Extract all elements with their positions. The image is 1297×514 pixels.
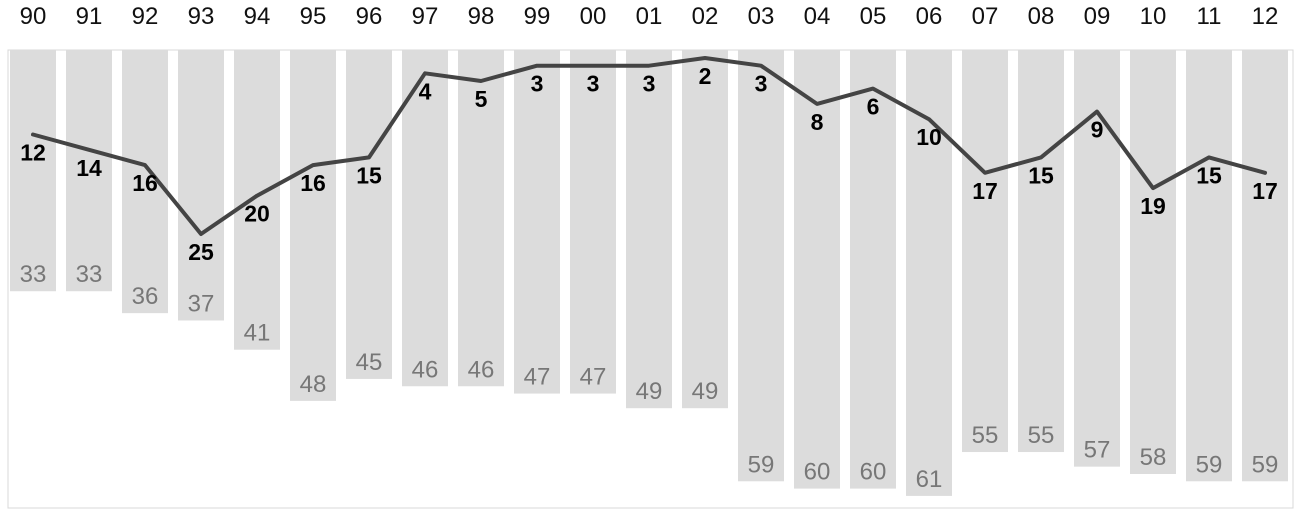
category-label: 03: [748, 3, 775, 30]
line-value-label: 16: [132, 170, 158, 196]
line-value-label: 20: [244, 201, 270, 227]
category-label: 06: [916, 3, 943, 30]
bar-11: [1186, 50, 1232, 482]
bar-value-label: 61: [916, 466, 943, 493]
category-label: 01: [636, 3, 663, 30]
bar-97: [402, 50, 448, 387]
category-label: 12: [1252, 3, 1279, 30]
bar-01: [626, 50, 672, 409]
category-label: 98: [468, 3, 495, 30]
bar-12: [1242, 50, 1288, 482]
line-value-label: 3: [755, 71, 768, 97]
bar-93: [178, 50, 224, 321]
bar-96: [346, 50, 392, 379]
line-value-label: 15: [356, 162, 382, 188]
bar-06: [906, 50, 952, 496]
bar-value-label: 55: [1028, 422, 1055, 449]
bar-value-label: 37: [188, 290, 215, 317]
category-label: 00: [580, 3, 607, 30]
bar-08: [1018, 50, 1064, 453]
bar-value-label: 41: [244, 320, 271, 347]
labels-layer: 3390339136923793419448954596469746984799…: [20, 3, 1279, 493]
line-value-label: 9: [1091, 117, 1104, 143]
bars-layer: [10, 50, 1288, 496]
line-value-label: 10: [916, 124, 942, 150]
category-label: 09: [1084, 3, 1111, 30]
bar-value-label: 49: [636, 378, 663, 405]
line-value-label: 3: [643, 71, 656, 97]
bar-value-label: 45: [356, 349, 383, 376]
bar-value-label: 55: [972, 422, 999, 449]
category-label: 97: [412, 3, 439, 30]
category-label: 11: [1197, 3, 1222, 30]
category-label: 92: [132, 3, 159, 30]
bar-00: [570, 50, 616, 394]
line-value-label: 5: [475, 86, 488, 112]
category-label: 05: [860, 3, 887, 30]
bar-07: [962, 50, 1008, 453]
bar-94: [234, 50, 280, 350]
bar-09: [1074, 50, 1120, 467]
bar-91: [66, 50, 112, 292]
bar-03: [738, 50, 784, 482]
line-value-label: 17: [972, 178, 998, 204]
bar-value-label: 49: [692, 378, 719, 405]
bar-10: [1130, 50, 1176, 474]
bar-value-label: 48: [300, 371, 327, 398]
line-value-label: 4: [419, 78, 432, 104]
category-label: 94: [244, 3, 271, 30]
bar-value-label: 33: [76, 261, 103, 288]
category-label: 99: [524, 3, 551, 30]
category-label: 93: [188, 3, 215, 30]
bar-99: [514, 50, 560, 394]
line-value-label: 15: [1028, 162, 1054, 188]
bar-value-label: 60: [804, 459, 831, 486]
category-label: 02: [692, 3, 719, 30]
bar-value-label: 60: [860, 459, 887, 486]
bar-value-label: 57: [1084, 437, 1111, 464]
bar-04: [794, 50, 840, 489]
line-value-label: 2: [699, 63, 712, 89]
bar-value-label: 33: [20, 261, 47, 288]
bar-value-label: 59: [1252, 451, 1279, 478]
category-label: 08: [1028, 3, 1055, 30]
category-label: 04: [804, 3, 831, 30]
category-label: 10: [1140, 3, 1167, 30]
bar-value-label: 59: [1196, 451, 1223, 478]
category-label: 95: [300, 3, 327, 30]
line-value-label: 8: [811, 109, 824, 135]
line-value-label: 15: [1196, 162, 1222, 188]
line-layer: [31, 56, 1267, 236]
line-value-label: 25: [188, 239, 214, 265]
line-value-label: 3: [531, 71, 544, 97]
bar-value-label: 47: [524, 364, 551, 391]
bar-05: [850, 50, 896, 489]
bar-02: [682, 50, 728, 409]
line-value-label: 19: [1140, 193, 1166, 219]
line-value-label: 12: [20, 140, 46, 166]
bar-95: [290, 50, 336, 401]
line-value-label: 14: [76, 155, 102, 181]
line-value-label: 6: [867, 94, 880, 120]
category-label: 07: [972, 3, 999, 30]
bar-value-label: 59: [748, 451, 775, 478]
category-label: 96: [356, 3, 383, 30]
bar-value-label: 46: [412, 356, 439, 383]
line-value-label: 17: [1252, 178, 1278, 204]
bar-value-label: 58: [1140, 444, 1167, 471]
line-value-label: 3: [587, 71, 600, 97]
line-value-label: 16: [300, 170, 326, 196]
bar-value-label: 46: [468, 356, 495, 383]
bar-98: [458, 50, 504, 387]
bar-value-label: 36: [132, 283, 159, 310]
category-label: 90: [20, 3, 47, 30]
bar-90: [10, 50, 56, 292]
bar-value-label: 47: [580, 364, 607, 391]
category-label: 91: [76, 3, 103, 30]
